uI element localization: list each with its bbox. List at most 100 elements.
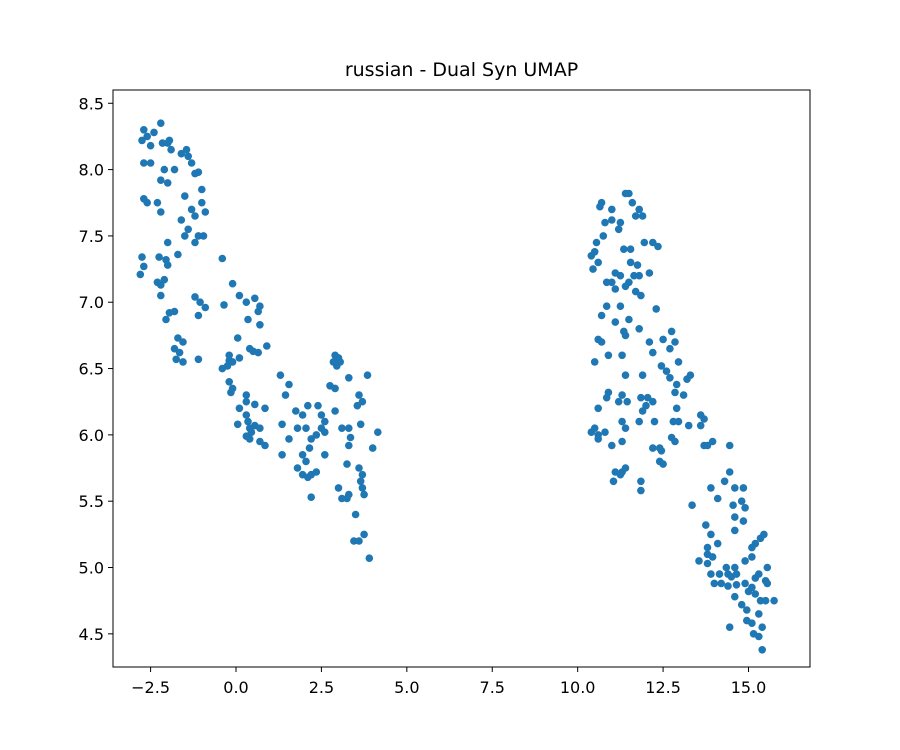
- x-tick-label: 0.0: [223, 678, 248, 697]
- data-point: [242, 397, 251, 406]
- data-point: [739, 517, 748, 525]
- data-point: [739, 484, 748, 492]
- data-point: [599, 232, 608, 240]
- data-point: [177, 149, 186, 158]
- data-point: [674, 417, 683, 426]
- data-point: [146, 141, 155, 150]
- data-point: [671, 338, 679, 346]
- data-point: [725, 468, 734, 476]
- data-point: [710, 579, 719, 588]
- data-point: [616, 271, 625, 280]
- data-point: [157, 176, 165, 184]
- data-point: [696, 421, 705, 430]
- data-point: [601, 218, 609, 227]
- data-point: [285, 435, 293, 443]
- data-point: [737, 600, 746, 609]
- data-point: [304, 401, 312, 410]
- data-point: [223, 362, 232, 370]
- data-point: [298, 411, 307, 419]
- x-axis: −2.5 0.0 2.5 5.0 7.5 10.0 12.5 15.0: [131, 667, 766, 697]
- data-point: [261, 441, 269, 450]
- data-point: [251, 294, 259, 303]
- data-point: [688, 501, 696, 510]
- data-point: [293, 424, 302, 433]
- y-tick-label: 7.0: [79, 293, 104, 312]
- data-point: [150, 128, 158, 137]
- data-point: [199, 232, 208, 240]
- data-point: [637, 486, 645, 495]
- data-point: [638, 407, 647, 415]
- data-point: [157, 119, 165, 127]
- data-point: [331, 384, 339, 393]
- data-point: [715, 570, 724, 578]
- data-point: [625, 189, 633, 198]
- data-point: [703, 543, 712, 552]
- data-point: [305, 444, 314, 452]
- data-point: [621, 424, 630, 433]
- data-point: [233, 334, 242, 342]
- data-point: [608, 441, 616, 450]
- data-point: [744, 587, 753, 596]
- data-point: [220, 301, 228, 309]
- data-point: [713, 494, 722, 503]
- data-point: [312, 468, 321, 476]
- data-point: [737, 497, 746, 506]
- y-tick-label: 4.5: [79, 625, 104, 644]
- data-point: [312, 431, 321, 439]
- data-point: [666, 374, 674, 382]
- data-point: [594, 435, 602, 443]
- data-point: [302, 457, 310, 466]
- data-point: [160, 165, 169, 174]
- data-point: [247, 428, 256, 437]
- data-point: [244, 417, 252, 426]
- data-point: [748, 543, 756, 552]
- data-point: [360, 490, 368, 499]
- data-point: [700, 415, 708, 423]
- data-point: [355, 464, 363, 472]
- data-point: [355, 391, 363, 399]
- data-point: [198, 185, 206, 194]
- data-point: [187, 159, 196, 167]
- data-point: [184, 152, 192, 161]
- x-tick-label: 5.0: [394, 678, 419, 697]
- data-point: [292, 407, 300, 415]
- data-point: [616, 302, 625, 311]
- data-point: [621, 331, 630, 340]
- y-tick-label: 8.5: [79, 94, 104, 113]
- data-point: [356, 420, 365, 429]
- data-point: [671, 437, 679, 446]
- data-point: [741, 557, 749, 565]
- data-point: [256, 321, 264, 329]
- data-point: [602, 393, 611, 402]
- data-point: [713, 539, 722, 548]
- data-point: [760, 530, 768, 539]
- data-point: [672, 380, 681, 389]
- data-point: [191, 293, 199, 301]
- data-point: [722, 563, 731, 572]
- data-point: [751, 590, 760, 598]
- data-point: [763, 579, 772, 588]
- data-point: [707, 530, 715, 539]
- data-point: [175, 348, 184, 357]
- data-point: [596, 202, 604, 211]
- data-point: [317, 411, 326, 419]
- data-point: [254, 348, 262, 357]
- data-point: [343, 460, 351, 468]
- data-point: [703, 559, 712, 568]
- data-point: [631, 287, 640, 296]
- data-point: [741, 504, 749, 512]
- data-point: [618, 417, 626, 426]
- data-point: [731, 484, 739, 492]
- data-point: [235, 354, 244, 362]
- data-point: [755, 610, 763, 618]
- data-point: [731, 513, 739, 521]
- data-point: [597, 338, 606, 346]
- data-point: [233, 420, 242, 429]
- data-point: [608, 278, 616, 287]
- data-point: [251, 400, 259, 409]
- data-point: [623, 397, 631, 406]
- data-point: [743, 606, 751, 614]
- data-point: [589, 265, 597, 273]
- data-point: [631, 212, 640, 220]
- y-tick-label: 6.5: [79, 360, 104, 379]
